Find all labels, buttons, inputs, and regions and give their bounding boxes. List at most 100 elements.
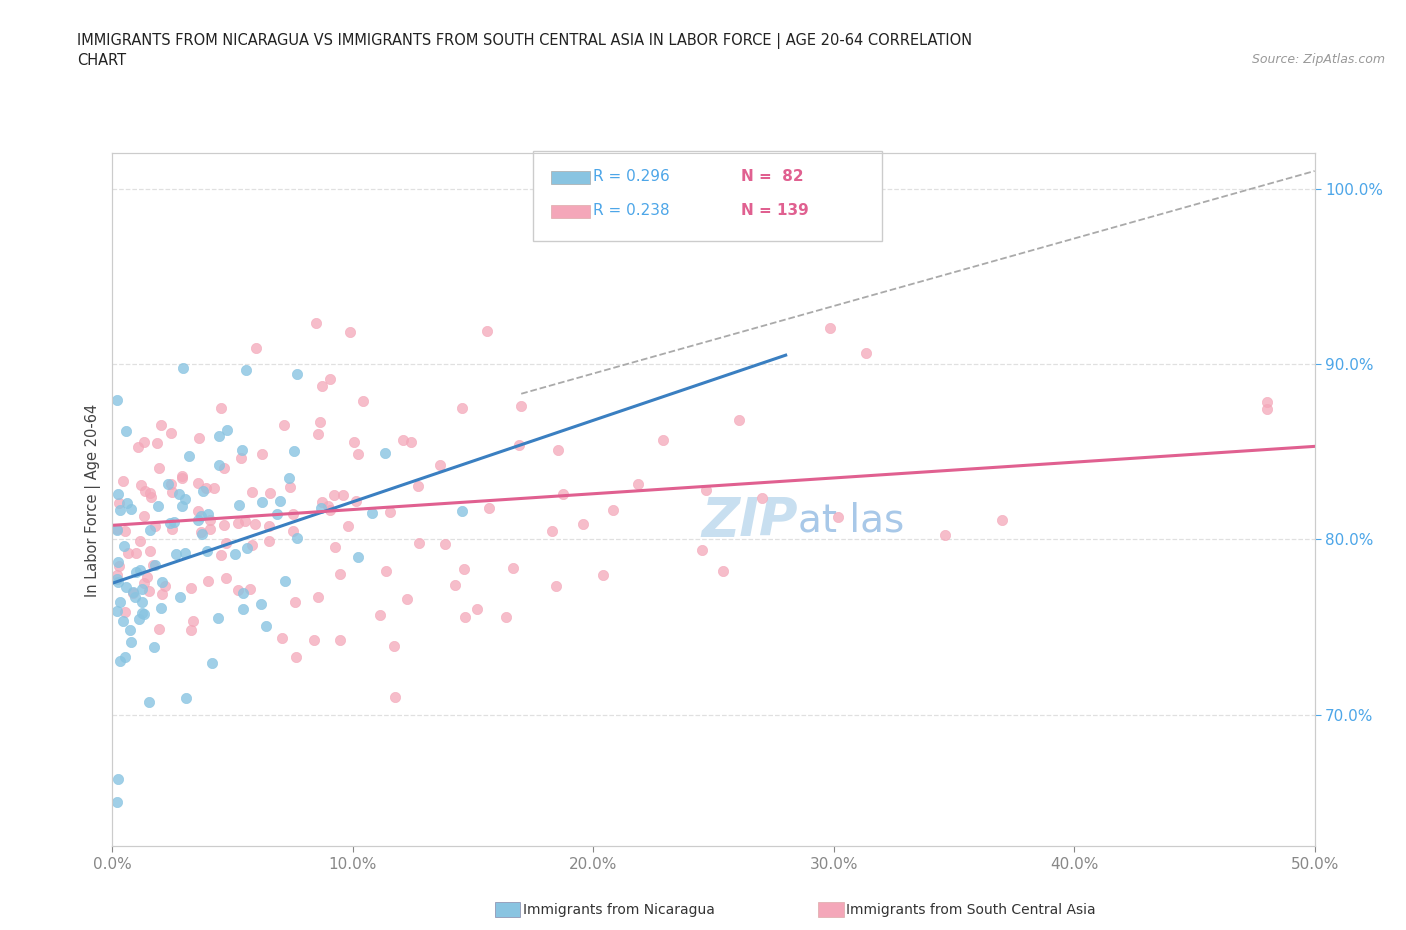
Point (346, 550, 368, 565)
Point (132, 509, 155, 524)
Point (236, 541, 259, 556)
Point (105, 604, 128, 618)
Point (120, 634, 142, 649)
Point (344, 493, 367, 508)
Point (250, 596, 273, 611)
FancyBboxPatch shape (533, 152, 882, 242)
Point (131, 581, 153, 596)
Point (129, 477, 152, 492)
Point (108, 503, 131, 518)
Point (180, 622, 202, 637)
Point (406, 478, 429, 493)
Point (142, 558, 165, 573)
Point (283, 444, 305, 458)
Point (172, 361, 194, 376)
Point (1256, 394, 1278, 409)
Point (450, 401, 472, 416)
Point (232, 601, 254, 616)
Point (239, 581, 262, 596)
Point (138, 584, 160, 599)
Point (395, 591, 418, 606)
Point (207, 611, 229, 626)
Point (159, 476, 181, 491)
Point (370, 607, 392, 622)
Point (105, 572, 128, 587)
Point (200, 512, 222, 527)
Point (215, 570, 238, 585)
Point (105, 521, 128, 536)
Point (129, 563, 152, 578)
Point (245, 516, 267, 531)
Text: R = 0.296: R = 0.296 (593, 169, 671, 184)
Point (309, 415, 332, 430)
Point (273, 417, 295, 432)
Point (551, 486, 574, 501)
Point (132, 434, 155, 449)
Point (107, 554, 129, 569)
Point (382, 639, 405, 654)
Point (934, 527, 956, 542)
Point (197, 507, 219, 522)
Point (131, 594, 153, 609)
Point (148, 461, 170, 476)
Point (132, 607, 155, 622)
Point (114, 604, 136, 619)
Point (384, 690, 406, 705)
Point (307, 590, 329, 604)
Point (174, 691, 197, 706)
Point (592, 568, 614, 583)
Point (212, 518, 235, 533)
Point (319, 503, 342, 518)
FancyBboxPatch shape (551, 206, 591, 218)
Point (170, 498, 193, 513)
Point (105, 567, 128, 582)
Point (107, 574, 129, 589)
Point (602, 502, 624, 517)
Point (122, 586, 145, 601)
Point (138, 695, 160, 710)
Y-axis label: In Labor Force | Age 20-64: In Labor Force | Age 20-64 (86, 404, 101, 596)
Point (195, 544, 218, 559)
Point (408, 536, 430, 551)
Point (690, 542, 713, 557)
Point (143, 558, 166, 573)
Point (190, 525, 212, 539)
Point (339, 325, 361, 339)
Text: Immigrants from South Central Asia: Immigrants from South Central Asia (846, 902, 1097, 917)
Point (180, 580, 202, 595)
Point (105, 795, 128, 810)
Point (454, 609, 477, 624)
Point (259, 486, 281, 501)
Point (240, 485, 263, 499)
Point (443, 578, 465, 592)
Text: ZIP: ZIP (702, 495, 797, 547)
Point (160, 426, 183, 441)
Point (478, 501, 501, 516)
Point (153, 578, 176, 593)
Point (208, 429, 231, 444)
Point (309, 500, 332, 515)
Point (112, 473, 135, 488)
Point (160, 485, 183, 499)
Point (711, 564, 734, 578)
Point (266, 506, 288, 521)
Point (188, 431, 211, 445)
Point (240, 538, 263, 552)
Point (197, 573, 219, 588)
Point (433, 537, 456, 551)
Point (465, 602, 488, 617)
Point (163, 514, 186, 529)
Point (169, 589, 191, 604)
Point (132, 576, 155, 591)
Point (429, 458, 451, 472)
Point (274, 574, 297, 589)
Point (131, 605, 153, 620)
Point (120, 501, 142, 516)
Point (215, 536, 238, 551)
Point (228, 498, 250, 512)
Point (231, 443, 253, 458)
Point (1256, 402, 1278, 417)
Point (361, 506, 384, 521)
Point (453, 562, 475, 577)
Point (146, 498, 169, 513)
